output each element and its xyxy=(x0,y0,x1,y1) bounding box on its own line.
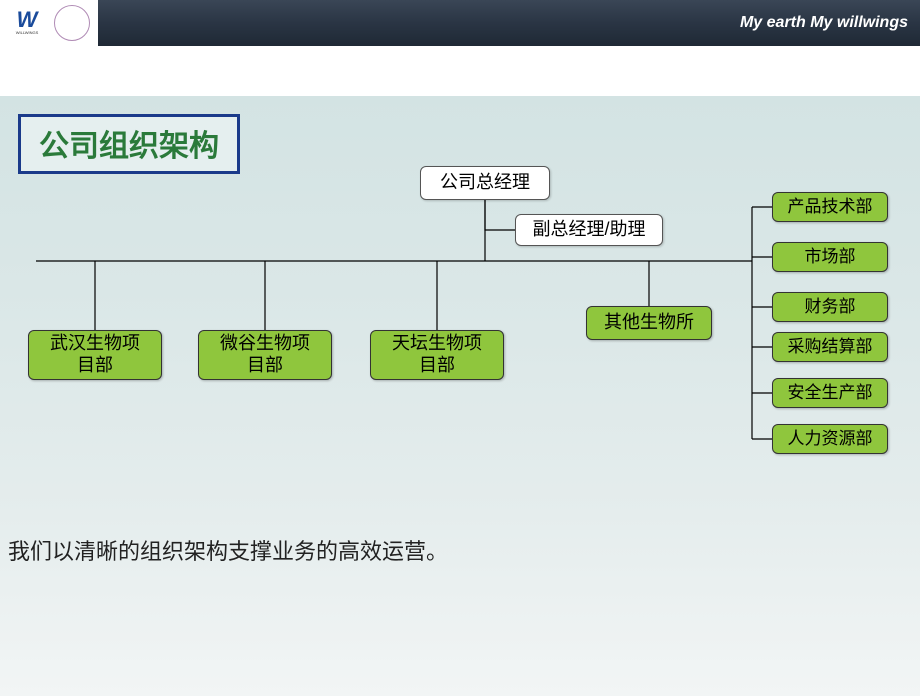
org-node-wuhan: 武汉生物项目部 xyxy=(28,330,162,380)
org-node-tiantan: 天坛生物项目部 xyxy=(370,330,504,380)
org-node-product: 产品技术部 xyxy=(772,192,888,222)
org-node-other: 其他生物所 xyxy=(586,306,712,340)
org-node-safety: 安全生产部 xyxy=(772,378,888,408)
willwings-logo: W WILLWINGS xyxy=(8,4,46,42)
connector-gm_to_vp xyxy=(485,200,515,230)
slide-title-box: 公司组织架构 xyxy=(18,114,240,174)
content-area: 公司组织架构 公司总经理副总经理/助理武汉生物项目部微谷生物项目部天坛生物项目部… xyxy=(0,96,920,696)
logo-area: W WILLWINGS xyxy=(0,0,98,46)
org-node-market: 市场部 xyxy=(772,242,888,272)
org-node-weigu: 微谷生物项目部 xyxy=(198,330,332,380)
header-gradient: My earth My willwings xyxy=(98,0,920,46)
slide-title: 公司组织架构 xyxy=(39,130,219,163)
org-node-vp: 副总经理/助理 xyxy=(515,214,663,246)
tagline: My earth My willwings xyxy=(740,14,908,32)
logo-sub-text: WILLWINGS xyxy=(16,30,39,35)
org-node-gm: 公司总经理 xyxy=(420,166,550,200)
org-node-finance: 财务部 xyxy=(772,292,888,322)
caption-text: 我们以清晰的组织架构支撑业务的高效运营。 xyxy=(8,534,448,566)
university-logo xyxy=(54,5,90,41)
header-bar: W WILLWINGS My earth My willwings xyxy=(0,0,920,46)
org-node-hr: 人力资源部 xyxy=(772,424,888,454)
logo-w-mark: W xyxy=(17,11,38,29)
org-node-purchase: 采购结算部 xyxy=(772,332,888,362)
